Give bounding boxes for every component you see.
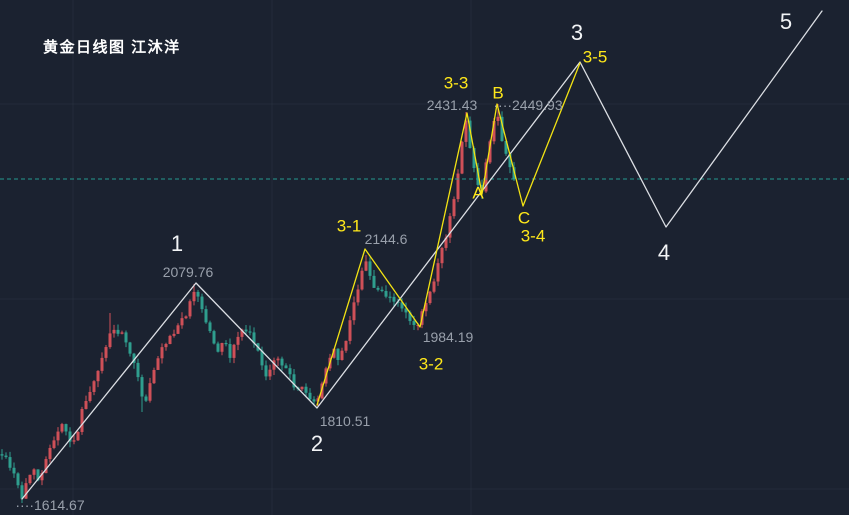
- wave-3-2-price: 1984.19: [422, 329, 474, 345]
- chart-title: 黄金日线图 江沐洋: [43, 39, 181, 56]
- wave-2-price: 1810.51: [319, 413, 371, 429]
- wave-a-label: A: [472, 183, 484, 203]
- start-low-price: ····1614.67: [15, 497, 85, 513]
- wave-c-label: C: [517, 208, 531, 228]
- wave-3-1-label: 3-1: [336, 216, 362, 236]
- wave-b-label: B: [492, 83, 504, 103]
- wave-b-price: ····2449.93: [493, 97, 563, 113]
- wave-2-label: 2: [310, 431, 324, 456]
- wave-4-label: 4: [657, 240, 671, 265]
- wave-3-5-label: 3-5: [582, 47, 608, 67]
- wave-3-3-price: 2431.43: [426, 97, 478, 113]
- wave-3-2-label: 3-2: [418, 354, 444, 374]
- wave-1-price: 2079.76: [162, 264, 214, 280]
- wave-3-4-label: 3-4: [520, 226, 546, 246]
- wave-3-3-label: 3-3: [443, 73, 469, 93]
- wave-1-label: 1: [170, 231, 184, 256]
- wave-3-1-price: 2144.6: [364, 231, 408, 247]
- wave-3-label: 3: [570, 20, 584, 45]
- wave-5-label: 5: [779, 9, 793, 34]
